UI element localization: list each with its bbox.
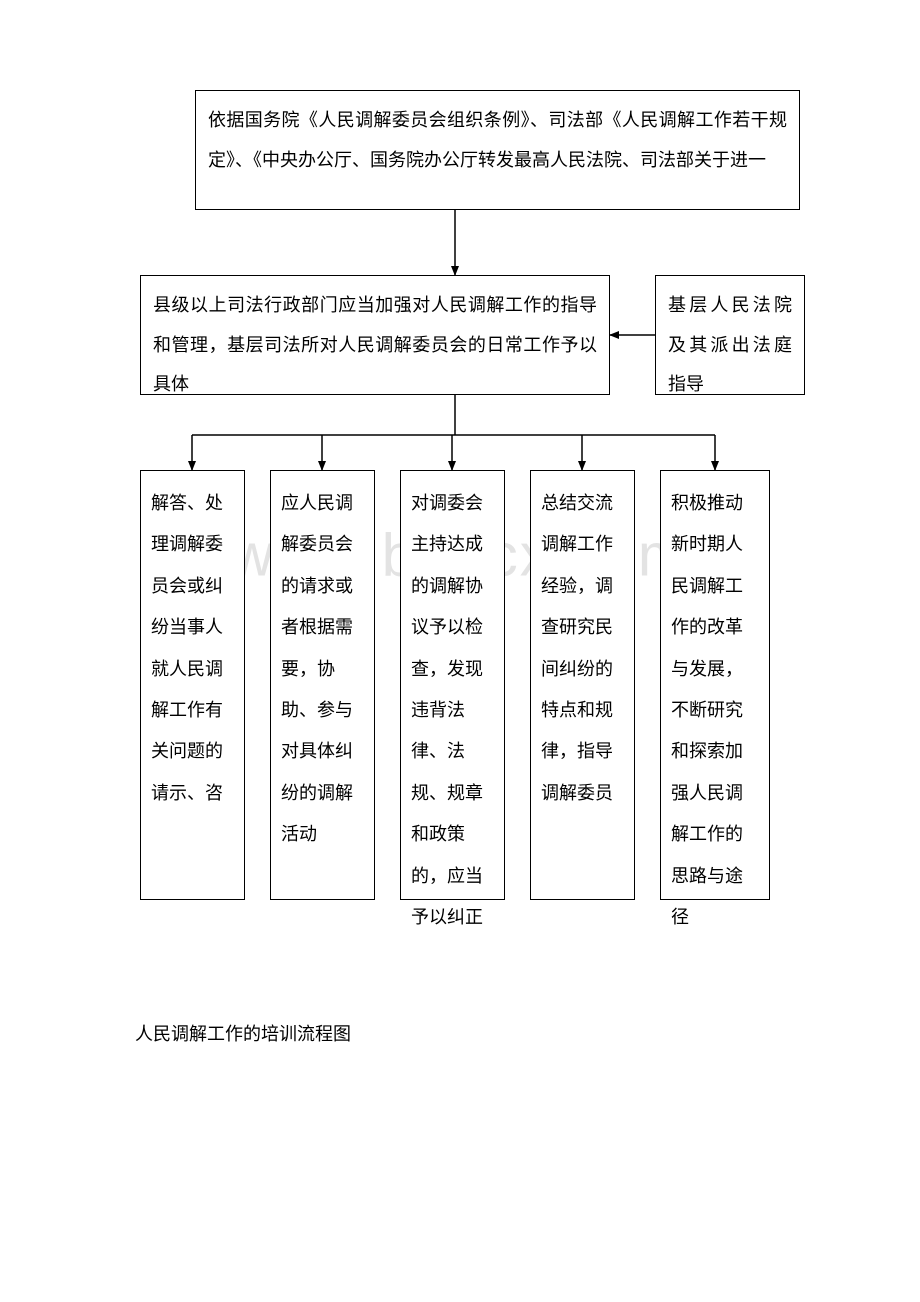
mid-guidance-text: 县级以上司法行政部门应当加强对人民调解工作的指导和管理，基层司法所对人民调解委员…	[153, 295, 597, 394]
mid-court-box: 基层人民法院及其派出法庭指导	[655, 275, 805, 395]
column-text-4: 积极推动新时期人民调解工作的改革与发展，不断研究和探索加强人民调解工作的思路与途…	[671, 493, 743, 927]
column-box-4: 积极推动新时期人民调解工作的改革与发展，不断研究和探索加强人民调解工作的思路与途…	[660, 470, 770, 900]
column-text-3: 总结交流调解工作经验，调查研究民间纠纷的特点和规律，指导调解委员	[541, 493, 613, 803]
mid-court-text: 基层人民法院及其派出法庭指导	[668, 295, 792, 394]
top-basis-text: 依据国务院《人民调解委员会组织条例》、司法部《人民调解工作若干规定》、《中央办公…	[208, 110, 787, 170]
top-basis-box: 依据国务院《人民调解委员会组织条例》、司法部《人民调解工作若干规定》、《中央办公…	[195, 90, 800, 210]
column-text-1: 应人民调解委员会的请求或者根据需要，协助、参与对具体纠纷的调解活动	[281, 493, 353, 844]
column-box-1: 应人民调解委员会的请求或者根据需要，协助、参与对具体纠纷的调解活动	[270, 470, 375, 900]
figure-caption: 人民调解工作的培训流程图	[135, 1020, 351, 1046]
column-box-2: 对调委会主持达成的调解协议予以检查，发现违背法律、法规、规章和政策的，应当予以纠…	[400, 470, 505, 900]
mid-guidance-box: 县级以上司法行政部门应当加强对人民调解工作的指导和管理，基层司法所对人民调解委员…	[140, 275, 610, 395]
figure-caption-text: 人民调解工作的培训流程图	[135, 1024, 351, 1044]
column-box-0: 解答、处理调解委员会或纠纷当事人就人民调解工作有关问题的请示、咨	[140, 470, 245, 900]
column-box-3: 总结交流调解工作经验，调查研究民间纠纷的特点和规律，指导调解委员	[530, 470, 635, 900]
column-text-0: 解答、处理调解委员会或纠纷当事人就人民调解工作有关问题的请示、咨	[151, 493, 223, 803]
column-text-2: 对调委会主持达成的调解协议予以检查，发现违背法律、法规、规章和政策的，应当予以纠…	[411, 493, 483, 927]
